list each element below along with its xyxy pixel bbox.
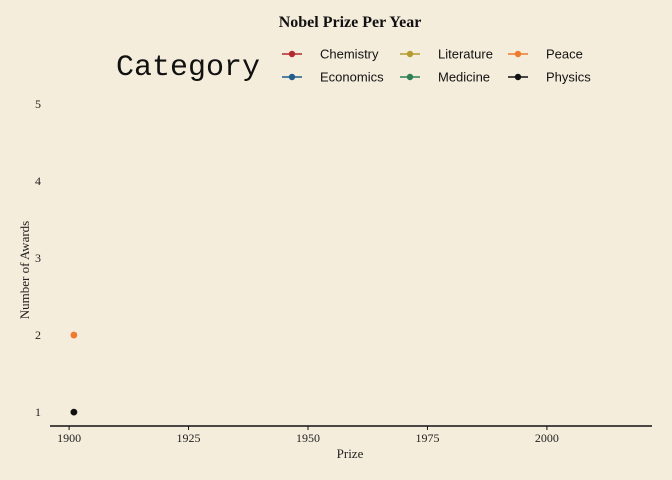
data-point-peace <box>70 331 78 339</box>
legend-label: Medicine <box>438 70 490 85</box>
y-tick-label: 5 <box>35 97 41 111</box>
plot-area <box>70 331 78 416</box>
y-tick-label: 2 <box>35 328 41 342</box>
legend-key-marker <box>514 73 522 81</box>
legend-item-physics: Physics <box>508 70 591 85</box>
legend-label: Physics <box>546 70 591 85</box>
legend-item-chemistry: Chemistry <box>282 47 379 62</box>
x-tick-label: 1900 <box>57 431 81 445</box>
legend-item-economics: Economics <box>282 70 384 85</box>
legend-key-marker <box>288 73 296 81</box>
legend-item-peace: Peace <box>508 47 583 62</box>
legend-key-marker <box>406 73 414 81</box>
y-tick-label: 4 <box>35 174 41 188</box>
x-tick-label: 1950 <box>296 431 320 445</box>
legend-label: Economics <box>320 70 384 85</box>
x-axis-title: Prize <box>337 446 364 461</box>
x-axis: 1900 1925 1950 1975 2000 <box>57 426 559 445</box>
data-point-physics <box>70 408 78 416</box>
legend-label: Literature <box>438 47 493 62</box>
legend: Chemistry Economics Literature Medicine Peac… <box>282 47 591 85</box>
x-tick-label: 1925 <box>177 431 201 445</box>
y-axis: 1 2 3 4 5 <box>35 97 41 419</box>
legend-label: Peace <box>546 47 583 62</box>
y-tick-label: 3 <box>35 251 41 265</box>
chart-title: Nobel Prize Per Year <box>279 14 422 31</box>
y-tick-label: 1 <box>35 405 41 419</box>
legend-key-marker <box>406 50 414 58</box>
legend-key-marker <box>514 50 522 58</box>
legend-item-medicine: Medicine <box>400 70 490 85</box>
legend-title: Category <box>116 51 260 85</box>
x-tick-label: 2000 <box>535 431 559 445</box>
legend-key-marker <box>288 50 296 58</box>
legend-label: Chemistry <box>320 47 379 62</box>
legend-item-literature: Literature <box>400 47 493 62</box>
x-tick-label: 1975 <box>415 431 439 445</box>
y-axis-title: Number of Awards <box>17 221 32 319</box>
